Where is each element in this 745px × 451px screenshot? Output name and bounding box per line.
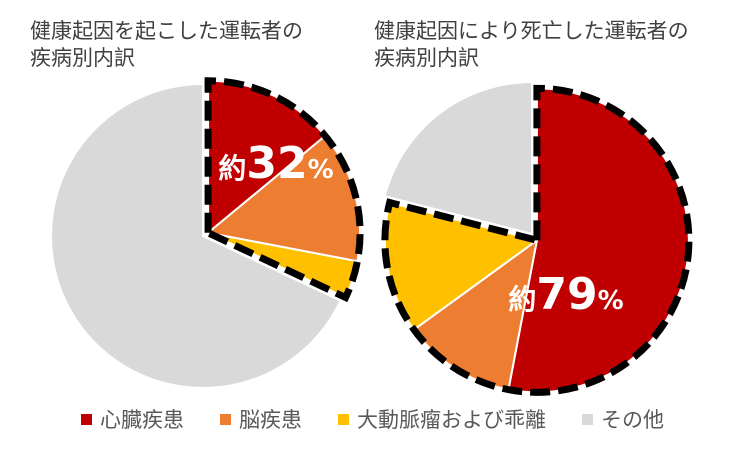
legend-item-heart: 心臓疾患 (81, 404, 184, 434)
legend-item-aorta: 大動脈瘤および乖離 (338, 404, 546, 434)
legend-label: 心臓疾患 (100, 408, 184, 432)
legend-swatch (582, 413, 593, 425)
right-chart-title: 健康起因により死亡した運転者の 疾病別内訳 (374, 19, 689, 70)
left-chart-title: 健康起因を起こした運転者の 疾病別内訳 (30, 19, 303, 70)
percentage-callout: 約79% (508, 269, 623, 320)
legend-label: 大動脈瘤および乖離 (357, 408, 546, 432)
pie-chart-0: 約32% (50, 77, 364, 389)
legend: 心臓疾患 脳疾患 大動脈瘤および乖離 その他 (0, 402, 745, 436)
legend-label: 脳疾患 (239, 408, 302, 432)
callout-unit: % (598, 286, 624, 316)
callout-prefix: 約 (508, 283, 536, 316)
pie-slice-3 (383, 80, 533, 236)
pie-chart-1: 約79% (381, 80, 693, 396)
highlight-outline (381, 84, 693, 396)
callout-number: 79 (536, 269, 597, 320)
pie-slice-3 (50, 82, 342, 389)
legend-swatch (338, 413, 349, 425)
legend-item-other: その他 (582, 404, 664, 434)
pie-charts: 約32%約79% (50, 77, 693, 396)
legend-swatch (81, 413, 92, 425)
legend-label: その他 (601, 408, 664, 432)
callout-number: 32 (246, 138, 307, 189)
highlight-outline (204, 77, 364, 303)
pie-slice-0 (207, 79, 327, 235)
legend-item-brain: 脳疾患 (220, 404, 302, 434)
legend-swatch (220, 413, 231, 425)
callout-prefix: 約 (218, 152, 246, 185)
percentage-callout: 約32% (218, 138, 333, 189)
callout-unit: % (308, 155, 334, 185)
